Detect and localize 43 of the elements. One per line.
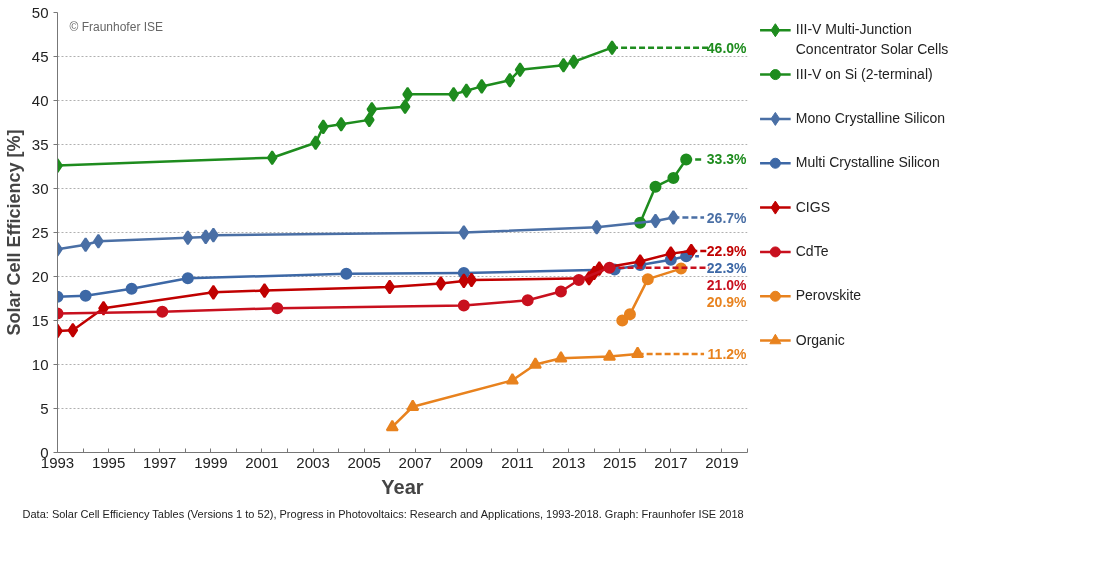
x-tick-label: 1997 [143, 453, 177, 471]
legend-label: CdTe [795, 242, 829, 259]
y-tick-label: 20 [31, 267, 49, 285]
data-label: 33.3% [706, 151, 748, 168]
x-tick-label: 2001 [245, 453, 279, 471]
legend-label: Organic [795, 331, 845, 348]
legend-label: Multi Crystalline Silicon [795, 154, 940, 171]
data-label: 22.9% [706, 242, 748, 259]
y-axis-title: Solar Cell Efficiency [%] [3, 129, 24, 336]
x-tick-label: 2015 [603, 453, 637, 471]
x-tick-label: 2019 [705, 453, 739, 471]
data-label: 11.2% [707, 345, 748, 362]
data-label: 20.9% [706, 293, 748, 310]
data-label: 46.0% [706, 39, 748, 56]
x-axis-title: Year [381, 475, 424, 498]
y-tick-label: 15 [31, 311, 49, 329]
data-label: 22.3% [706, 259, 748, 276]
x-tick-label: 2013 [551, 453, 586, 471]
legend-label: Mono Crystalline Silicon [795, 109, 946, 126]
y-tick-label: 25 [31, 223, 49, 241]
annotation: © Fraunhofer ISE [69, 19, 164, 34]
y-tick-label: 50 [31, 3, 49, 21]
y-tick-label: 5 [40, 399, 49, 417]
legend-label: III-V on Si (2-terminal) [795, 65, 933, 82]
x-tick-label: 2003 [296, 453, 330, 471]
x-tick-label: 2011 [501, 453, 534, 471]
legend-label: III-V Multi-Junction Concentrator Solar Cells [795, 21, 949, 58]
text: Data: Solar Cell Efficiency Tables (Versions 1 to 52), Progress in Photovoltaics: Research and Applications, 1993-2018. Graph: Fraunhofer ISE 2018 [22, 507, 744, 520]
y-tick-label: 30 [31, 179, 49, 197]
y-tick-label: 45 [31, 47, 49, 65]
data-label: 21.0% [706, 276, 748, 293]
x-tick-label: 1999 [194, 453, 228, 471]
legend-label: Perovskite [795, 287, 862, 304]
x-tick-label: 1995 [91, 453, 126, 471]
y-tick-label: 35 [31, 135, 49, 153]
x-tick-label: 2017 [654, 453, 688, 471]
y-tick-label: 40 [31, 91, 49, 109]
legend-label: CIGS [795, 198, 830, 215]
x-tick-label: 2007 [398, 453, 432, 471]
x-tick-label: 2009 [449, 453, 484, 471]
data-label: 26.7% [706, 209, 748, 226]
y-tick-label: 10 [31, 355, 49, 373]
x-tick-label: 2005 [347, 453, 381, 471]
